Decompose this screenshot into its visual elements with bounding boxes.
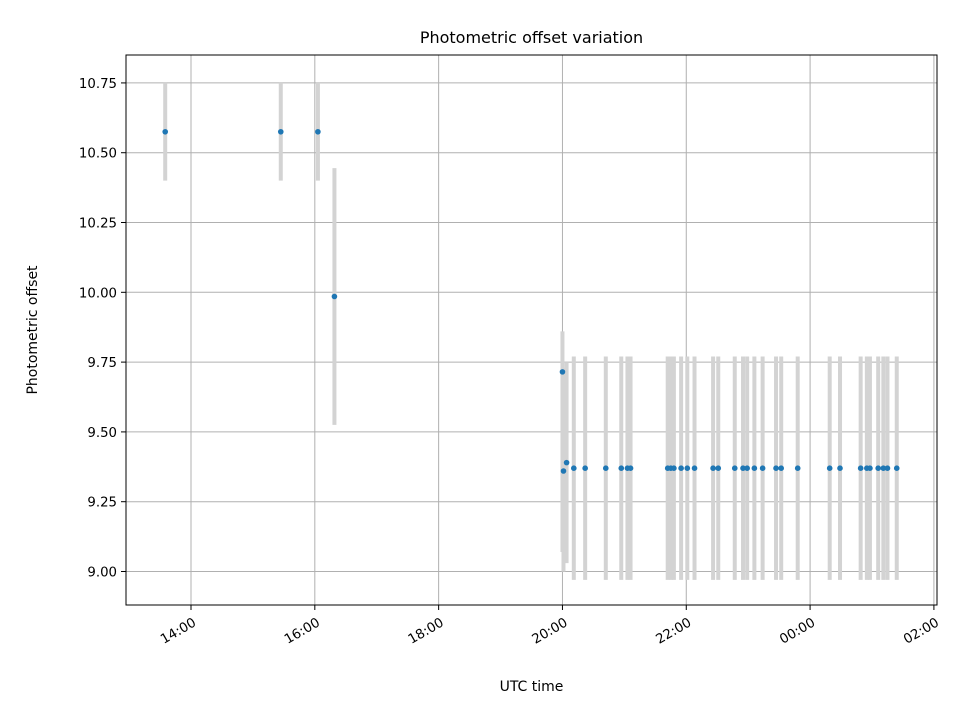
- data-point: [582, 465, 588, 471]
- data-point: [857, 465, 864, 471]
- data-point: [315, 128, 321, 135]
- data-point: [671, 465, 677, 471]
- data-point: [715, 465, 722, 471]
- data-point: [773, 465, 779, 471]
- y-tick-label: 9.50: [87, 426, 117, 441]
- data-point: [571, 465, 577, 471]
- plot-frame: [125, 54, 938, 606]
- x-axis-label: UTC time: [500, 679, 564, 695]
- y-tick-label: 10.00: [79, 286, 117, 301]
- data-point: [602, 465, 609, 471]
- data-point: [560, 468, 567, 474]
- y-axis-label: Photometric offset: [25, 265, 41, 395]
- y-tick-label: 10.50: [79, 147, 117, 162]
- data-point: [710, 465, 716, 471]
- data-point: [691, 465, 698, 471]
- data-point: [627, 465, 634, 471]
- y-tick-label: 9.75: [87, 356, 117, 371]
- data-point: [618, 465, 625, 471]
- grid: [126, 55, 937, 605]
- y-tick-label: 9.00: [87, 565, 117, 580]
- data-point: [744, 465, 750, 471]
- data-point: [731, 465, 738, 471]
- data-point: [794, 465, 801, 471]
- data-point: [826, 465, 833, 471]
- data-point: [331, 293, 338, 300]
- y-axis-ticks: 9.00 9.25 9.50 9.75 10.00 10.25 10.50 10.75: [79, 77, 126, 580]
- data-point: [893, 465, 900, 471]
- y-tick-label: 10.25: [79, 217, 117, 232]
- data-point: [277, 128, 284, 135]
- data-point: [162, 128, 169, 135]
- y-tick-label: 10.75: [79, 77, 117, 92]
- data-point: [740, 465, 746, 471]
- data-point: [867, 465, 873, 471]
- data-points: [162, 128, 900, 474]
- data-point: [759, 465, 766, 471]
- data-point: [880, 465, 887, 471]
- data-point: [563, 459, 570, 466]
- data-point: [678, 465, 684, 471]
- data-point: [884, 465, 891, 471]
- chart-title: Photometric offset variation: [420, 28, 643, 47]
- data-point: [751, 465, 758, 471]
- y-tick-label: 9.25: [87, 496, 117, 511]
- data-point: [837, 465, 843, 471]
- data-point: [559, 369, 566, 375]
- data-point: [875, 465, 881, 471]
- data-point: [778, 465, 784, 471]
- data-point: [684, 465, 691, 471]
